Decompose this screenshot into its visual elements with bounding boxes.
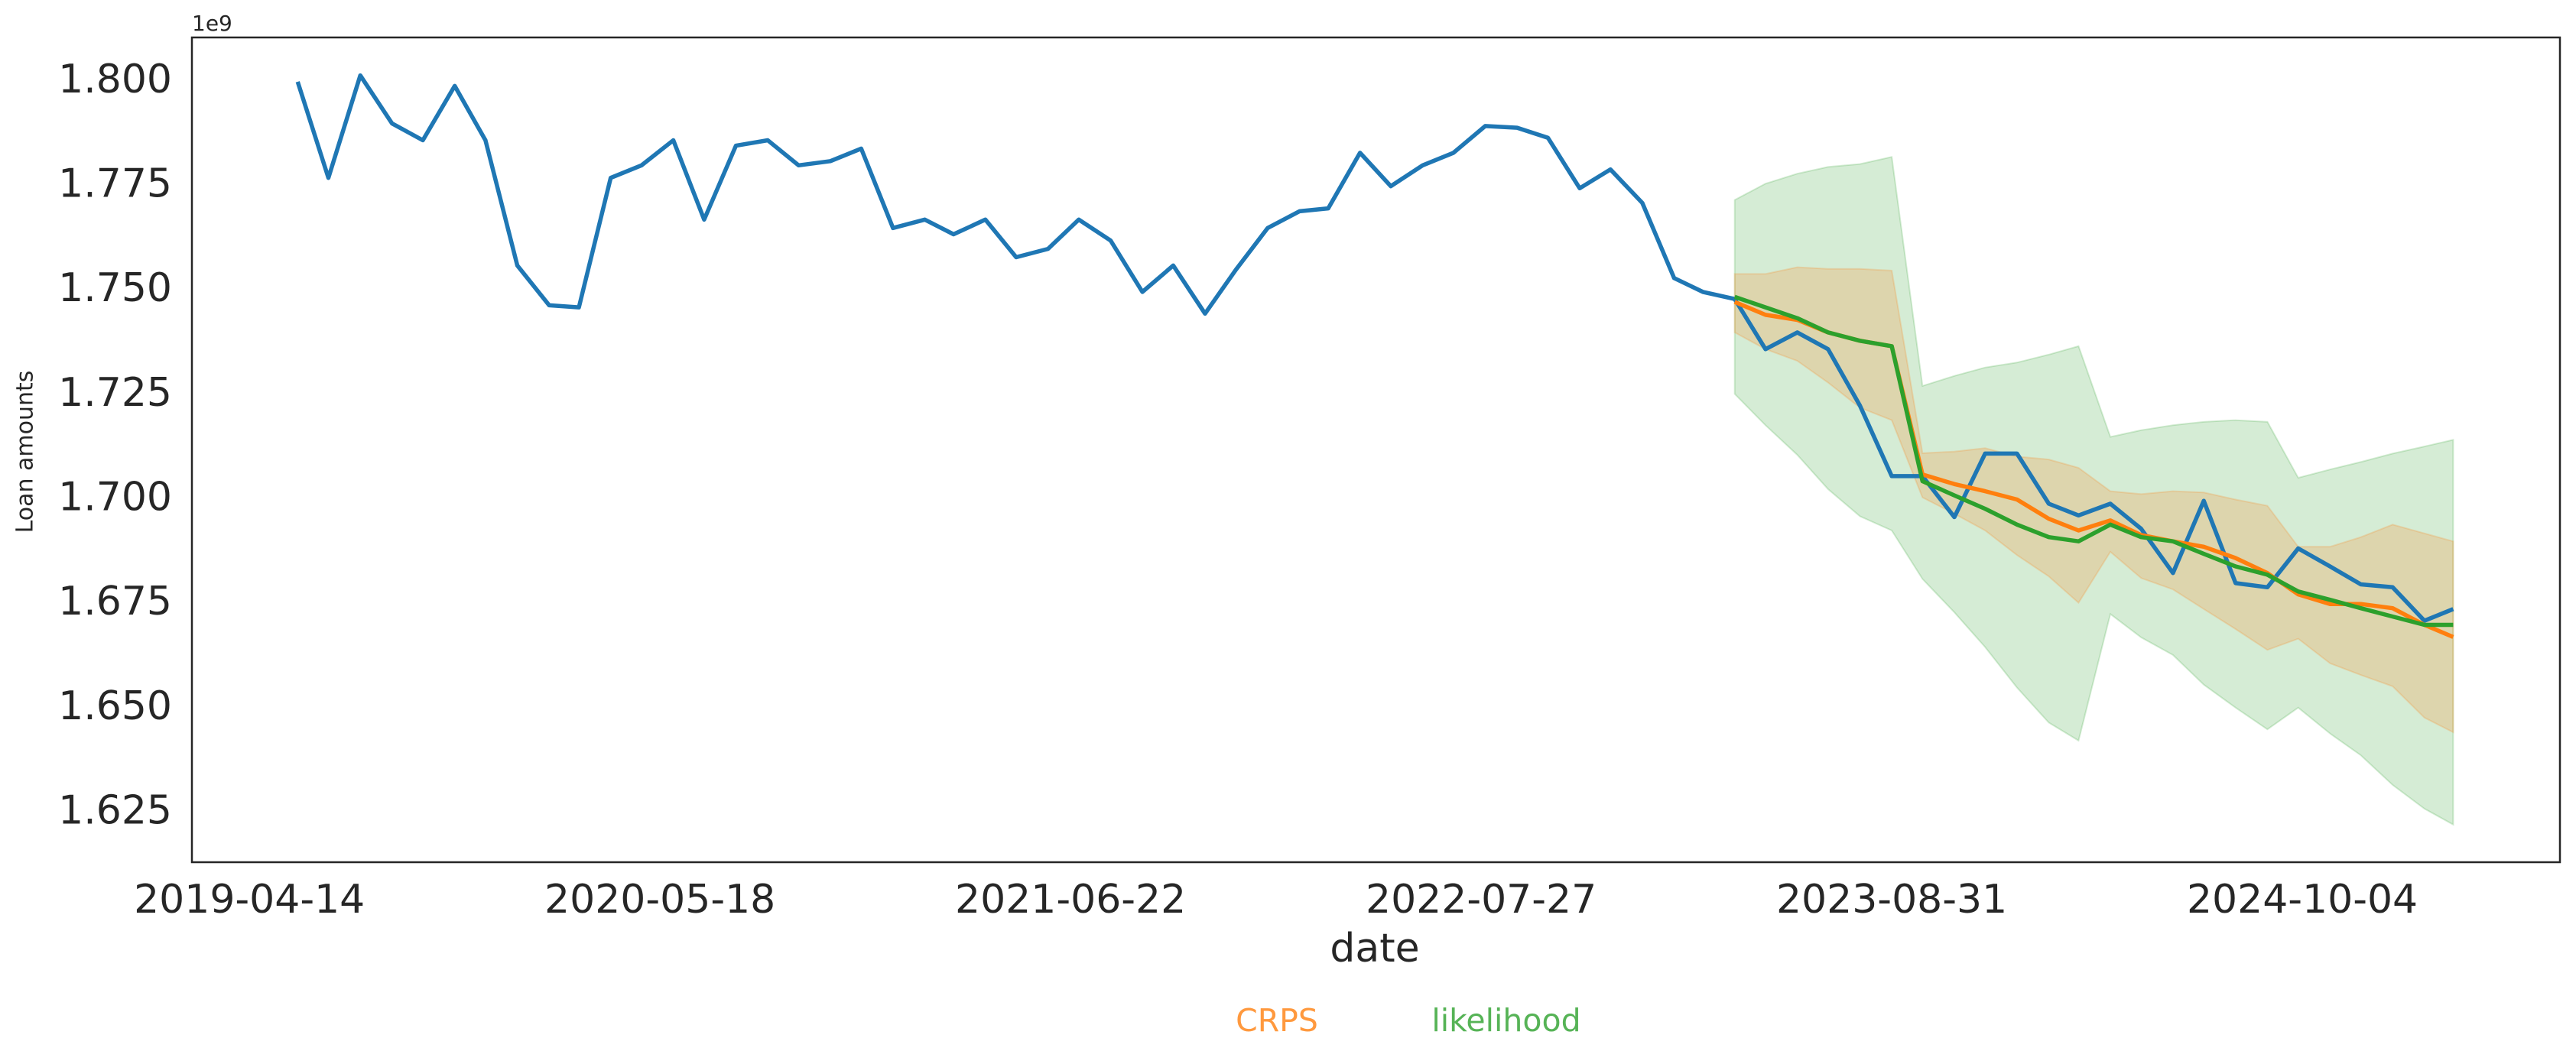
x-tick-label: 2023-08-31 [1776,877,2007,923]
x-tick-label: 2024-10-04 [2187,877,2418,923]
y-tick-label: 1.650 [58,683,172,729]
x-tick-label: 2022-07-27 [1366,877,1597,923]
x-axis-label: date [1330,926,1419,972]
plot-frame [190,36,2561,864]
series-line [295,73,2454,623]
x-tick-label: 2019-04-14 [134,877,365,923]
y-tick-label: 1.725 [58,370,172,416]
offset-label: 1e9 [192,11,232,36]
y-tick-label: 1.800 [58,57,172,102]
interval-band [1733,156,2454,826]
y-tick-label: 1.675 [58,579,172,624]
y-tick-label: 1.700 [58,475,172,521]
y-tick-label: 1.775 [58,161,172,207]
y-tick-label: 1.750 [58,265,172,311]
x-tick-label: 2021-06-22 [955,877,1186,923]
y-tick-label: 1.625 [58,788,172,834]
legend-label: likelihood [1431,1002,1580,1039]
y-axis-label: Loan amounts [12,371,39,534]
x-tick-label: 2020-05-18 [544,877,775,923]
legend-label: CRPS [1236,1002,1318,1039]
series-line [1733,294,2454,628]
